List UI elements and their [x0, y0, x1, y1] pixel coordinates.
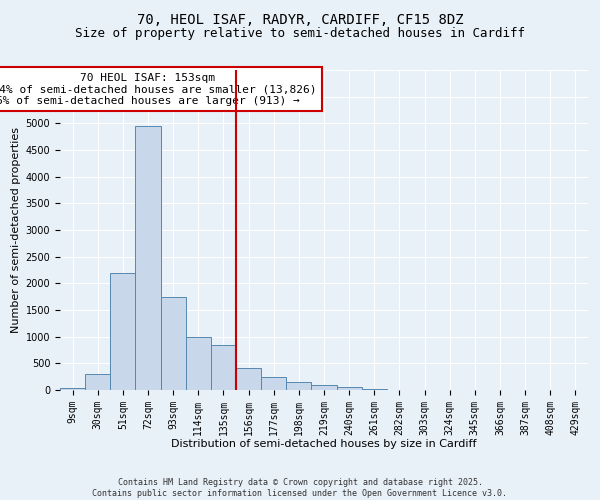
Text: 70, HEOL ISAF, RADYR, CARDIFF, CF15 8DZ: 70, HEOL ISAF, RADYR, CARDIFF, CF15 8DZ: [137, 12, 463, 26]
Bar: [236, 368, 261, 390]
Bar: [136, 126, 161, 390]
Bar: [186, 336, 211, 390]
Bar: [110, 272, 136, 390]
Y-axis label: Number of semi-detached properties: Number of semi-detached properties: [11, 127, 22, 333]
Bar: [85, 374, 110, 390]
Text: Contains HM Land Registry data © Crown copyright and database right 2025.
Contai: Contains HM Land Registry data © Crown c…: [92, 478, 508, 498]
Bar: [311, 384, 337, 390]
X-axis label: Distribution of semi-detached houses by size in Cardiff: Distribution of semi-detached houses by …: [171, 439, 477, 449]
Bar: [362, 389, 387, 390]
Text: Size of property relative to semi-detached houses in Cardiff: Size of property relative to semi-detach…: [75, 28, 525, 40]
Bar: [337, 388, 362, 390]
Text: 70 HEOL ISAF: 153sqm
← 94% of semi-detached houses are smaller (13,826)
6% of se: 70 HEOL ISAF: 153sqm ← 94% of semi-detac…: [0, 72, 317, 106]
Bar: [161, 296, 186, 390]
Bar: [60, 388, 85, 390]
Bar: [286, 382, 311, 390]
Bar: [211, 344, 236, 390]
Bar: [261, 376, 286, 390]
